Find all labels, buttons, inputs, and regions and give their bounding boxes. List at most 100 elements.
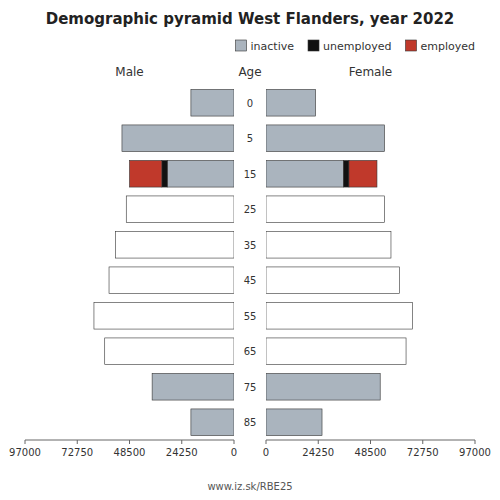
bar [104,338,105,365]
axis-label: Age [238,65,261,79]
bar [380,373,381,400]
bar [266,302,413,329]
bar [322,409,323,436]
bar [191,409,234,436]
bar [122,125,234,152]
panel-title: Male [115,65,143,79]
tick [129,440,130,444]
bar [109,267,110,294]
bar [126,196,127,223]
bar [115,231,116,258]
category-label: 75 [244,382,257,393]
tick-label: 72750 [61,447,93,458]
legend: inactive unemployed employed [236,40,475,53]
bar [315,89,316,116]
tick [181,440,182,444]
legend-swatch [405,40,416,51]
tick-label: 0 [263,447,269,458]
tick [25,440,26,444]
bar [406,338,407,365]
bar [380,373,381,400]
bar [121,125,122,152]
tick [234,440,235,444]
bar [121,125,122,152]
bar [126,196,234,223]
bar [315,89,316,116]
title: Demographic pyramid West Flanders, year … [46,10,455,28]
bar [406,338,407,365]
bar [104,338,105,365]
tick [370,440,371,444]
tick [475,440,476,444]
panel-title: Female [349,65,392,79]
category-label: 45 [244,275,257,286]
category-label: 15 [244,169,257,180]
category-label: 65 [244,346,257,357]
category-label: 25 [244,204,257,215]
bar [266,160,344,187]
bar [105,338,234,365]
category-label: 0 [247,98,253,109]
legend-swatch [308,40,319,51]
bar [126,196,127,223]
tick-label: 24250 [302,447,334,458]
bar [190,89,191,116]
tick [318,440,319,444]
tick-label: 0 [231,447,237,458]
legend-swatch [236,40,247,51]
bar [109,267,110,294]
tick-label: 24250 [166,447,198,458]
tick [266,440,267,444]
bar [115,231,116,258]
bar [93,302,94,329]
bar [93,302,94,329]
bar [390,231,391,258]
category-label: 55 [244,311,257,322]
legend-label: employed [420,40,475,53]
bar [384,125,385,152]
bar [115,231,234,258]
category-label: 85 [244,417,257,428]
category-label: 5 [247,133,253,144]
bars [266,89,413,435]
annotation: www.iz.sk/RBE25 [207,481,292,492]
bars [94,89,234,435]
bar [190,409,191,436]
legend-label: unemployed [323,40,391,53]
tick-label: 97000 [9,447,41,458]
bar [399,267,400,294]
bar [384,196,385,223]
bar [399,267,400,294]
bar [384,125,385,152]
bar [152,373,153,400]
bar [384,196,385,223]
bar [167,160,234,187]
bar [349,160,377,187]
bar [266,125,385,152]
bar [266,196,385,223]
bar [322,409,323,436]
bar [130,160,162,187]
bar [344,160,349,187]
chart: Demographic pyramid West Flanders, year … [0,0,500,500]
bar [94,302,234,329]
bar [190,89,191,116]
bar [152,373,153,400]
bar [191,89,234,116]
bar [190,409,191,436]
bar [412,302,413,329]
legend-label: inactive [251,40,295,53]
bar [390,231,391,258]
bar [266,89,316,116]
tick [422,440,423,444]
bar [266,409,322,436]
category-label: 35 [244,240,257,251]
tick-label: 48500 [114,447,146,458]
bar [266,373,380,400]
bar [266,338,406,365]
bar [162,160,167,187]
bar [109,267,234,294]
bar [412,302,413,329]
bar [266,231,391,258]
tick-label: 97000 [459,447,491,458]
